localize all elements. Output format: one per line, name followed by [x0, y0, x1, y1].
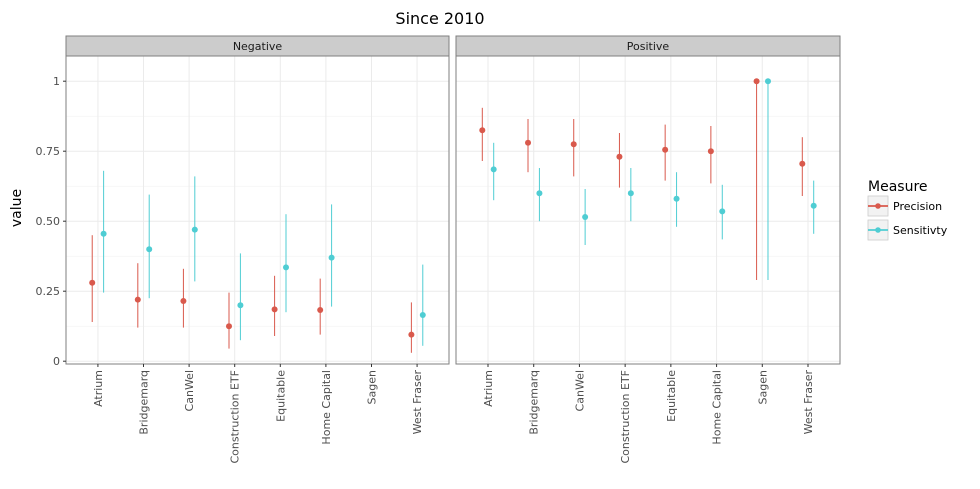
data-point: [627, 190, 634, 197]
x-tick-label: West Fraser: [411, 370, 424, 435]
data-point: [582, 214, 589, 220]
panel-positive: Positive Atrium Bridgemarq CanWel Constructi…: [455, 35, 841, 464]
y-tick-label: 0.50: [36, 215, 61, 228]
data-point: [536, 190, 543, 197]
legend-key-point: [875, 227, 881, 233]
data-point: [764, 78, 771, 85]
legend-key-point: [875, 203, 881, 209]
data-point: [317, 306, 324, 313]
x-tick-label: Bridgemarq: [138, 370, 151, 435]
x-tick-label: Construction ETF: [229, 370, 242, 464]
x-tick-label: Atrium: [92, 370, 105, 407]
data-point: [180, 298, 187, 304]
data-point: [673, 195, 680, 202]
data-point: [719, 208, 726, 215]
data-point: [753, 78, 760, 85]
legend-label: Sensitivty: [893, 224, 948, 237]
data-point: [479, 127, 486, 134]
data-point: [707, 148, 714, 155]
data-point: [490, 166, 497, 173]
panel-border: [65, 55, 450, 365]
x-tick-label: Atrium: [482, 370, 495, 407]
data-point: [419, 312, 426, 318]
data-point: [799, 160, 806, 167]
legend-item-sensitivty: Sensitivty: [867, 219, 948, 241]
y-tick-label: 0.75: [36, 145, 61, 158]
y-tick-label: 0: [53, 355, 60, 368]
data-point: [237, 302, 244, 309]
chart-title: Since 2010: [395, 9, 484, 28]
x-tick-label: West Fraser: [802, 370, 815, 435]
x-tick-label: Construction ETF: [619, 370, 632, 464]
data-point: [134, 296, 141, 303]
panels: Negative 0 0.25 0.50 0.75 1 Atrium Bridgemarq Ca…: [36, 35, 841, 464]
x-tick-label: CanWel: [573, 370, 586, 411]
x-tick-label: Home Capital: [320, 370, 333, 445]
data-point: [191, 226, 198, 233]
x-tick-label: Sagen: [756, 370, 769, 404]
x-tick-label: Bridgemarq: [528, 370, 541, 435]
x-tick-label: CanWel: [183, 370, 196, 411]
data-point: [89, 279, 96, 286]
panel-negative: Negative 0 0.25 0.50 0.75 1 Atrium Bridgemarq Ca…: [36, 35, 450, 464]
data-point: [662, 146, 669, 153]
y-tick-label: 0.25: [36, 285, 61, 298]
panel-background: [456, 56, 840, 364]
panel-border: [455, 55, 841, 365]
data-point: [810, 202, 817, 209]
legend-label: Precision: [893, 200, 942, 213]
data-point: [146, 246, 153, 253]
facet-strip-label: Positive: [627, 40, 670, 53]
data-point: [408, 331, 415, 338]
data-point: [570, 141, 577, 148]
legend-title: Measure: [868, 179, 928, 195]
x-tick-label: Home Capital: [711, 370, 724, 445]
facet-strip-label: Negative: [233, 40, 283, 53]
legend: Measure Precision Sensitivty: [867, 179, 948, 241]
legend-item-precision: Precision: [867, 195, 942, 217]
x-tick-label: Equitable: [274, 370, 287, 422]
y-tick-label: 1: [53, 75, 60, 88]
y-axis-label: value: [9, 189, 25, 227]
x-tick-label: Sagen: [365, 370, 378, 404]
data-point: [271, 306, 278, 313]
data-point: [328, 254, 335, 261]
data-point: [616, 153, 623, 160]
data-point: [100, 230, 107, 237]
data-point: [226, 323, 233, 330]
data-point: [525, 139, 532, 146]
x-tick-label: Equitable: [665, 370, 678, 422]
panel-background: [66, 56, 449, 364]
data-point: [282, 264, 289, 271]
